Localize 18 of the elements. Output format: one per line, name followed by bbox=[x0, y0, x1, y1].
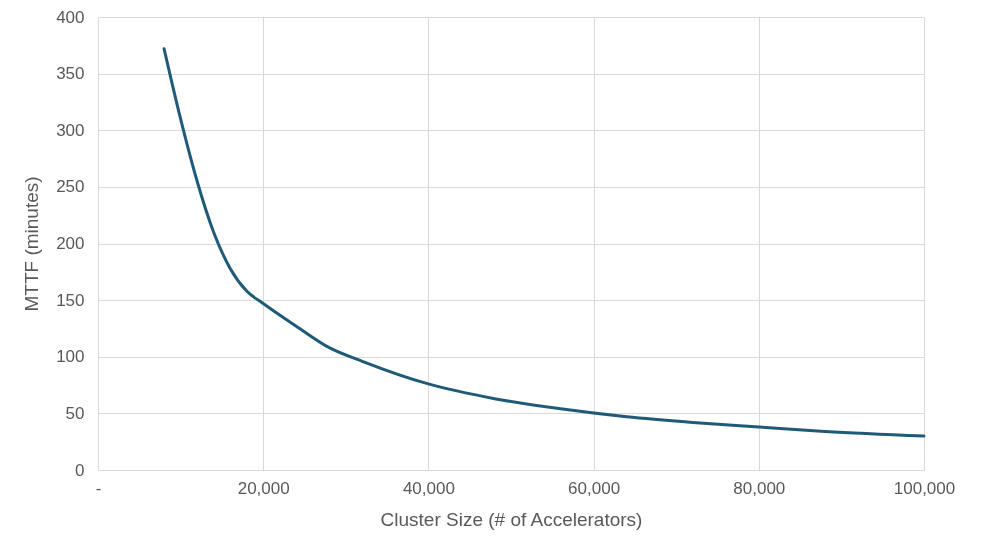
y-tick-label: 300 bbox=[56, 120, 85, 140]
line-series bbox=[162, 47, 926, 438]
x-tick-label: - bbox=[95, 478, 102, 498]
y-tick-label: 350 bbox=[56, 64, 85, 84]
x-axis-title: Cluster Size (# of Accelerators) bbox=[380, 508, 643, 530]
y-tick-label: 200 bbox=[56, 234, 85, 253]
x-tick-label: 80,000 bbox=[733, 478, 786, 498]
x-tick-label: 20,000 bbox=[237, 478, 290, 498]
y-tick-label: 400 bbox=[56, 7, 85, 27]
y-axis-title: MTTF (minutes) bbox=[21, 176, 43, 312]
y-tick-label: 50 bbox=[65, 403, 85, 423]
x-tick-label: 40,000 bbox=[402, 478, 455, 498]
y-tick-label: 250 bbox=[56, 177, 85, 197]
x-tick-label: 60,000 bbox=[568, 478, 621, 498]
y-tick-label: 0 bbox=[75, 460, 85, 480]
x-tick-label: 100,000 bbox=[893, 478, 956, 498]
y-tick-label: 100 bbox=[56, 347, 85, 367]
y-tick-label: 150 bbox=[56, 290, 85, 310]
